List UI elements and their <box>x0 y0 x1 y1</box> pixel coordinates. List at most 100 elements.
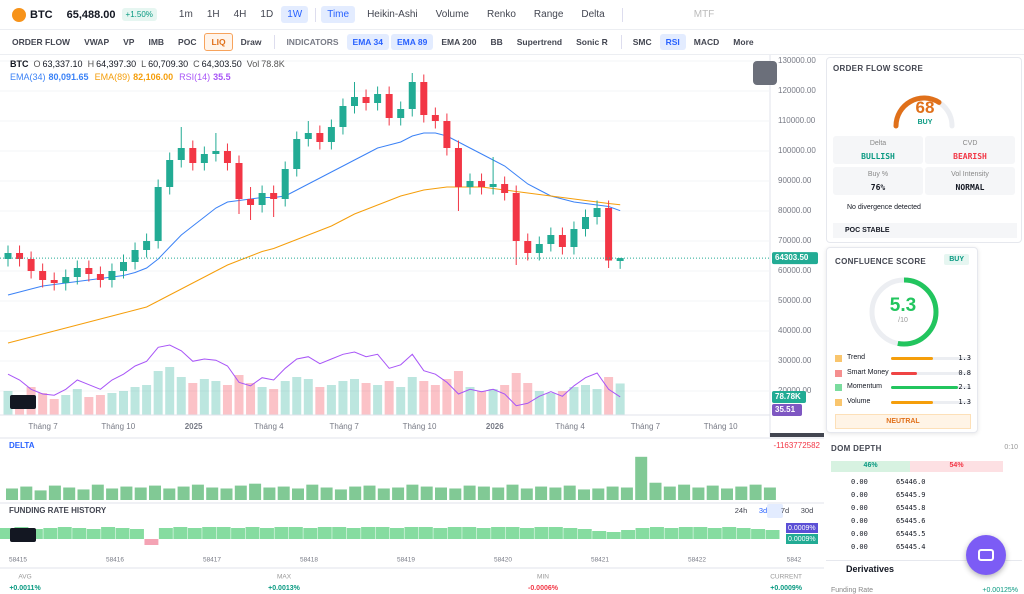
candle-body <box>374 94 382 103</box>
funding-tag <box>786 523 818 533</box>
stat-value: 76% <box>870 183 886 192</box>
range-button: 30d <box>801 506 814 515</box>
chart-mode-button[interactable]: Range <box>533 9 564 20</box>
indicator-button[interactable]: ORDER FLOW <box>12 37 71 47</box>
indicator-button[interactable]: EMA 89 <box>390 34 434 50</box>
indicator-button[interactable]: INDICATORS <box>286 37 339 47</box>
funding-bar <box>563 528 578 539</box>
chart-mode-button[interactable]: Renko <box>487 9 516 20</box>
legend-value: 35.5 <box>213 72 231 82</box>
volume-bar <box>142 385 152 415</box>
indicator-button[interactable]: MACD <box>693 37 720 47</box>
volume-bar <box>523 383 533 415</box>
candle-body <box>362 97 370 103</box>
dom-cell: 65445.5 <box>896 530 926 538</box>
volume-tag <box>772 391 806 403</box>
indicator-button[interactable]: BB <box>490 37 503 47</box>
indicator-button[interactable]: EMA 200 <box>441 37 477 47</box>
funding-bar <box>418 527 433 539</box>
delta-bar <box>6 488 18 500</box>
symbol[interactable]: BTC <box>30 8 53 21</box>
gauge <box>893 95 955 129</box>
chart-mode-button[interactable]: Heikin-Ashi <box>367 9 418 20</box>
delta-bar <box>535 486 548 500</box>
factor-name: Momentum <box>847 383 883 390</box>
y-tick-label: 90000.00 <box>778 176 812 185</box>
sep <box>274 35 276 49</box>
delta-bar <box>263 487 276 500</box>
factor-name: Volume <box>847 397 871 405</box>
chart-mode-button[interactable]: Volume <box>435 9 469 20</box>
x-tick-label: Tháng 10 <box>101 422 135 431</box>
delta-bar <box>48 485 61 500</box>
volume-bar <box>488 389 498 415</box>
dom-panel: DOM DEPTH 0:10 46% 54% 0.00 65446.0 0.00 65445.… <box>826 440 1022 560</box>
dom-cell: 0.00 <box>851 543 868 551</box>
stat-cell: Buy % 76% <box>833 167 923 195</box>
volume-bar <box>95 395 105 415</box>
delta-bar <box>563 485 576 500</box>
volume-bar <box>3 391 13 415</box>
interval-button[interactable]: 1D <box>260 9 274 20</box>
volume-bar <box>326 385 336 415</box>
candle-body <box>466 181 474 187</box>
delta-bar <box>63 487 76 500</box>
funding-bar <box>245 527 260 539</box>
indicator-button[interactable]: Sonic R <box>576 37 608 47</box>
y-tick-label: 20000.00 <box>778 386 812 395</box>
verdict: NEUTRAL <box>835 414 971 429</box>
mtf-button[interactable]: MTF <box>693 9 715 20</box>
delta-bar <box>163 488 176 500</box>
indicator-button[interactable]: More <box>733 37 754 47</box>
delta-bar <box>334 489 347 500</box>
indicator-button[interactable]: RSI <box>659 34 686 50</box>
indicator-button[interactable]: IMB <box>148 37 165 47</box>
indicator-button[interactable]: Draw <box>240 37 262 47</box>
legend-item: Vol <box>246 59 260 69</box>
factor-bar <box>891 371 917 375</box>
indicator-button[interactable]: SMC <box>632 37 652 47</box>
interval-button[interactable]: 4H <box>233 9 247 20</box>
interval-button[interactable]: 1m <box>178 9 193 20</box>
chart-mode-button[interactable]: Time <box>321 6 356 23</box>
interval-button[interactable]: 1W <box>281 6 309 23</box>
interval-button[interactable]: 1H <box>206 9 220 20</box>
range-button: 24h <box>735 506 748 515</box>
indicator-button[interactable]: POC <box>178 37 197 47</box>
indicator-button[interactable]: EMA 34 <box>346 34 389 50</box>
candle-body <box>189 148 197 163</box>
funding-bar <box>202 527 217 539</box>
funding-bar <box>520 528 534 539</box>
volume-bar <box>442 379 452 415</box>
delta-bar <box>392 487 405 500</box>
funding-bar <box>592 531 607 539</box>
assistant-button[interactable] <box>966 535 1006 575</box>
delta-bar <box>578 489 590 500</box>
dom-cell: 65445.6 <box>896 517 926 525</box>
ask-bar <box>910 461 1003 472</box>
candle-body <box>293 139 301 169</box>
x-tick-label: Tháng 7 <box>631 422 661 431</box>
delta-bar <box>377 488 390 500</box>
delta-bar <box>620 487 633 500</box>
candle-body <box>582 217 589 229</box>
dom-cell: 65445.8 <box>896 504 926 512</box>
stat-value: +0.0013% <box>268 585 300 592</box>
rsi-tag-label: 35.51 <box>775 405 796 414</box>
ask-pct: 54% <box>949 462 964 469</box>
funding-bar <box>606 532 621 539</box>
indicator-button[interactable]: VP <box>123 37 135 47</box>
x-tick-label: Tháng 4 <box>254 422 284 431</box>
chart-mode-button[interactable]: Delta <box>581 9 605 20</box>
note: No divergence detected <box>847 204 921 211</box>
dom-cell: 0.00 <box>851 491 868 499</box>
funding-bar <box>548 527 563 539</box>
indicator-button[interactable]: LIQ <box>204 33 233 51</box>
indicator-button[interactable]: VWAP <box>84 37 110 47</box>
y-tick-label: 130000.00 <box>778 56 816 65</box>
range-active <box>767 504 783 518</box>
legend-item: C <box>193 59 200 69</box>
indicator-button[interactable]: Supertrend <box>516 37 563 47</box>
funding-bar <box>101 527 116 539</box>
legend-name: EMA(34) <box>10 72 46 82</box>
